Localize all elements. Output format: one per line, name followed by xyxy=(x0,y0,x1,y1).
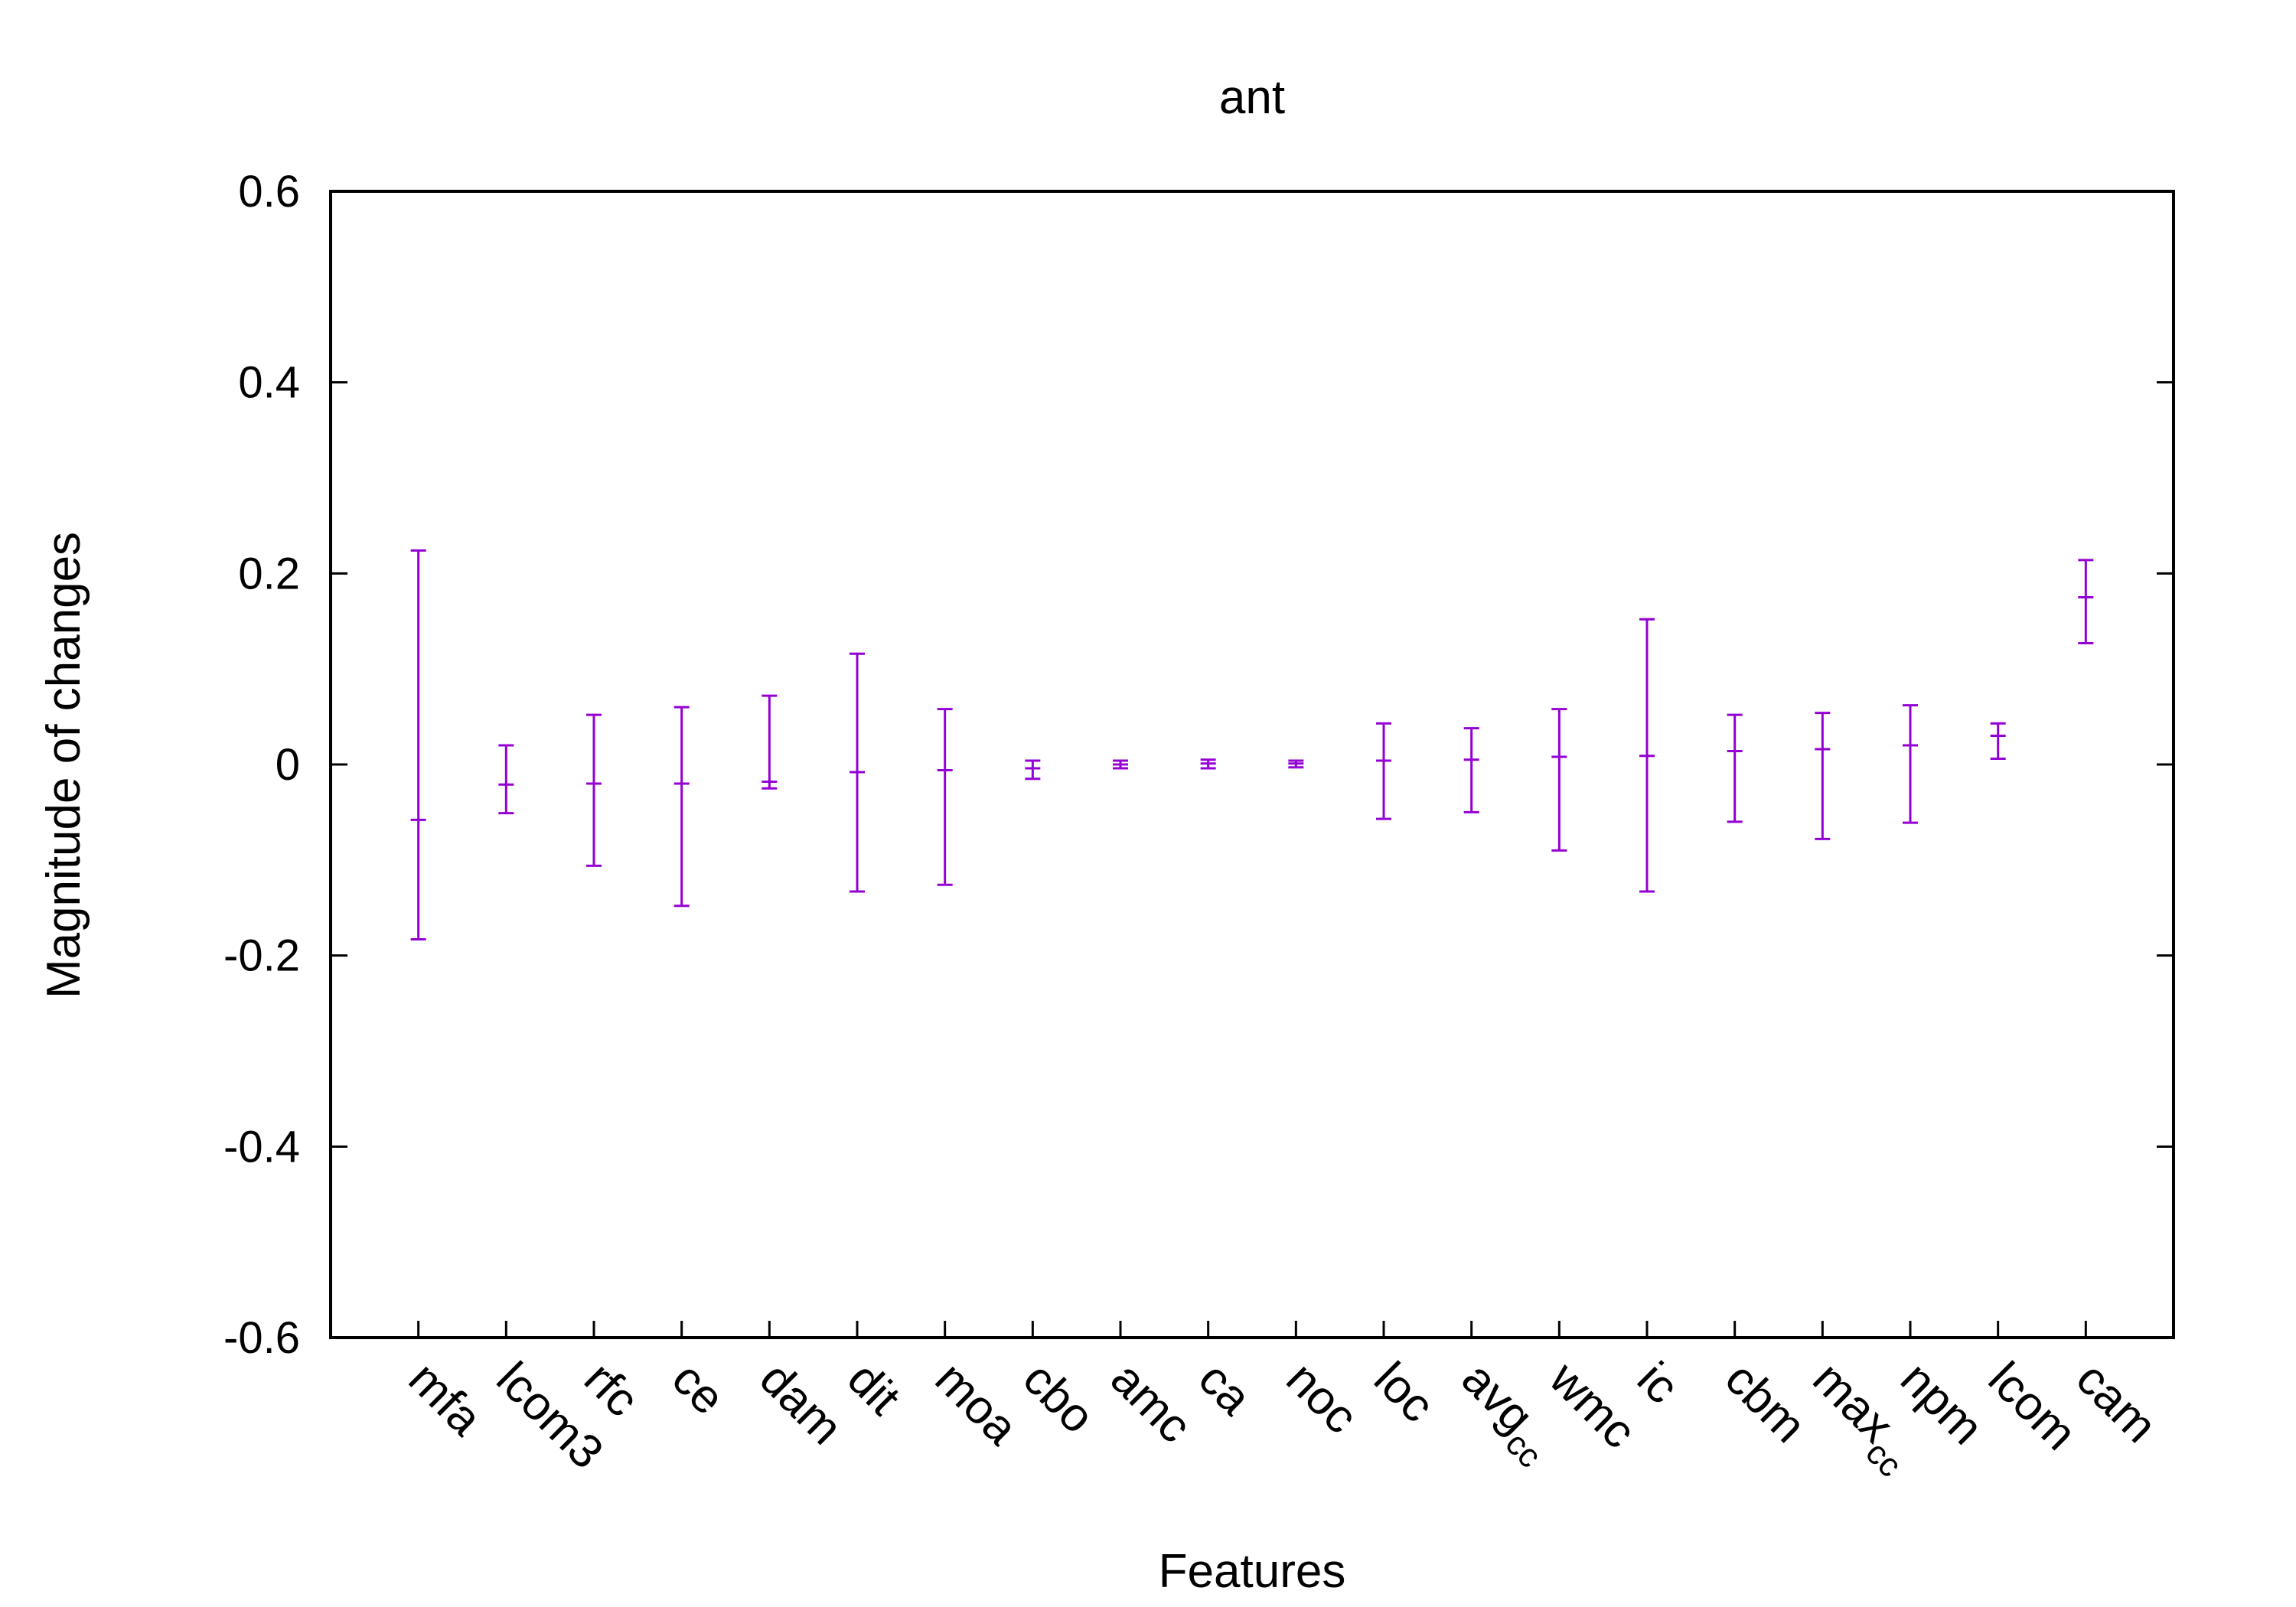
x-tick-label-wmc: wmc xyxy=(1539,1351,1646,1459)
error-bar-mfa xyxy=(410,549,426,940)
y-tick-label: 0.4 xyxy=(238,358,300,408)
x-axis-title: Features xyxy=(1159,1545,1346,1598)
x-tick-label-npm: npm xyxy=(1890,1352,1993,1455)
error-bar-noc xyxy=(1288,759,1304,769)
y-axis: -0.6 -0.4 -0.2 0 0.2 0.4 0.6 xyxy=(223,167,2174,1363)
error-bar-cbo xyxy=(1025,759,1041,781)
x-tick-label-cbm: cbm xyxy=(1715,1352,1816,1453)
error-bars xyxy=(410,549,2094,940)
error-bar-dam xyxy=(762,694,778,790)
x-tick-label-dam: dam xyxy=(749,1352,852,1455)
error-bar-lcom3 xyxy=(498,744,514,815)
x-tick-label-avgcc: avgcc xyxy=(1444,1352,1567,1475)
x-tick-label-loc: loc xyxy=(1364,1352,1444,1433)
error-bar-dit xyxy=(850,652,865,893)
x-tick-label-noc: noc xyxy=(1276,1352,1367,1443)
plot-frame xyxy=(329,190,2175,1339)
y-tick-label: 0 xyxy=(276,740,300,790)
error-bar-cam xyxy=(2078,559,2094,644)
y-tick-label: 0.2 xyxy=(238,549,300,598)
y-axis-title: Magnitude of changes xyxy=(38,532,90,999)
error-bar-ce xyxy=(673,706,690,908)
y-tick-label: 0.6 xyxy=(238,167,300,217)
y-tick-label: -0.2 xyxy=(223,931,300,981)
error-bar-ca xyxy=(1200,758,1216,770)
x-tick-label-cbo: cbo xyxy=(1013,1352,1104,1443)
error-bar-lcom xyxy=(1990,722,2006,761)
error-bar-avgcc xyxy=(1463,727,1479,813)
error-bar-amc xyxy=(1113,759,1128,770)
error-bar-wmc xyxy=(1551,708,1567,852)
error-bar-moa xyxy=(937,708,953,886)
x-tick-label-lcom: lcom xyxy=(1978,1352,2086,1460)
error-bar-cbm xyxy=(1727,713,1743,823)
y-tick-label: -0.4 xyxy=(223,1122,300,1172)
x-tick-label-ic: ic xyxy=(1627,1352,1688,1413)
error-bar-maxcc xyxy=(1815,712,1831,840)
x-tick-label-mfa: mfa xyxy=(399,1352,492,1446)
error-bar-npm xyxy=(1903,704,1918,824)
y-tick-label: -0.6 xyxy=(223,1313,300,1363)
x-tick-label-moa: moa xyxy=(925,1352,1028,1455)
error-bar-ic xyxy=(1639,618,1655,893)
error-bar-loc xyxy=(1376,722,1391,820)
x-tick-label-amc: amc xyxy=(1101,1352,1202,1453)
x-tick-label-cam: cam xyxy=(2066,1352,2167,1453)
chart-title: ant xyxy=(1219,71,1285,124)
error-bar-rfc xyxy=(586,713,602,867)
x-tick-label-ce: ce xyxy=(662,1352,735,1425)
